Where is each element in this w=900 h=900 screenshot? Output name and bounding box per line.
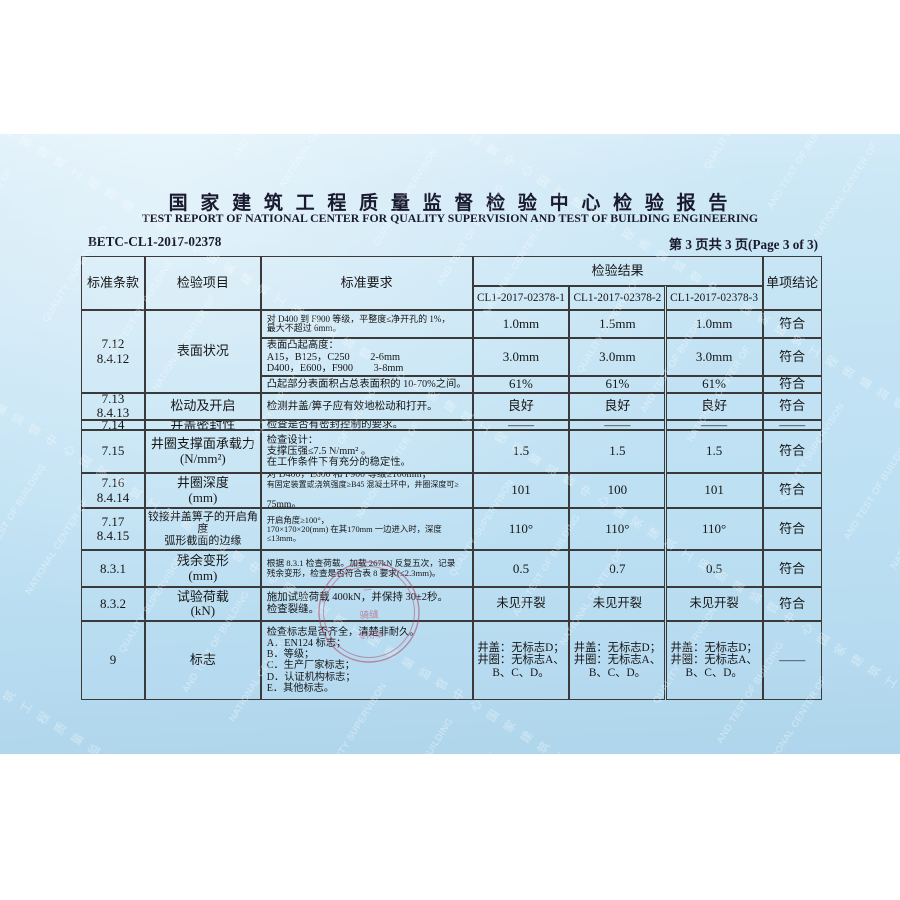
- svg-text:骑缝: 骑缝: [359, 608, 379, 621]
- svg-text:一: 一: [363, 585, 373, 596]
- svg-text:专用章: 专用章: [358, 629, 385, 641]
